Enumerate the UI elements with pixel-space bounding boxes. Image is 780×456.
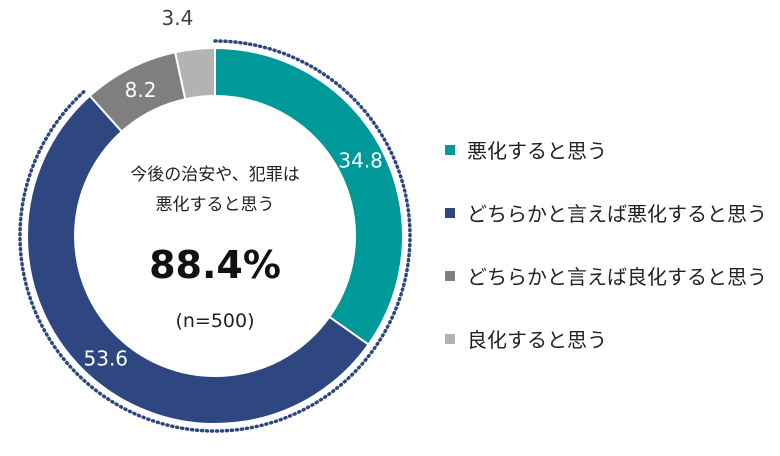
data-label-worsen: 34.8: [338, 149, 383, 173]
data-label-somewhat-worsen: 53.6: [84, 346, 129, 370]
legend-item-improve: 良化すると思う: [445, 307, 767, 370]
legend-label: 良化すると思う: [467, 328, 607, 352]
center-value: 88.4%: [149, 243, 281, 287]
donut-chart: 34.8 53.6 8.2 3.4: [18, 6, 412, 433]
legend-swatch: [445, 333, 455, 344]
legend-item-somewhat-worsen: どちらかと言えば悪化すると思う: [445, 181, 767, 244]
center-title-line2: 悪化すると思う: [155, 195, 275, 215]
legend: 悪化すると思う どちらかと言えば悪化すると思う どちらかと言えば良化すると思う …: [445, 118, 767, 370]
center-sample-size: (n=500): [175, 310, 255, 332]
legend-swatch: [445, 207, 455, 218]
legend-label: 悪化すると思う: [467, 139, 607, 163]
data-label-improve: 3.4: [161, 6, 193, 30]
center-title: 今後の治安や、犯罪は 悪化すると思う: [95, 160, 335, 220]
legend-swatch: [445, 270, 455, 281]
legend-item-worsen: 悪化すると思う: [445, 118, 767, 181]
legend-label: どちらかと言えば悪化すると思う: [467, 202, 767, 226]
legend-item-somewhat-improve: どちらかと言えば良化すると思う: [445, 244, 767, 307]
legend-label: どちらかと言えば良化すると思う: [467, 265, 767, 289]
center-title-line1: 今後の治安や、犯罪は: [130, 165, 300, 185]
data-label-somewhat-improve: 8.2: [125, 78, 157, 102]
legend-swatch: [445, 144, 455, 155]
highlight-dotted-outline: [18, 39, 412, 433]
donut-slice-somewhat-worsen: [26, 94, 370, 425]
donut-slice-improve: [173, 46, 216, 101]
